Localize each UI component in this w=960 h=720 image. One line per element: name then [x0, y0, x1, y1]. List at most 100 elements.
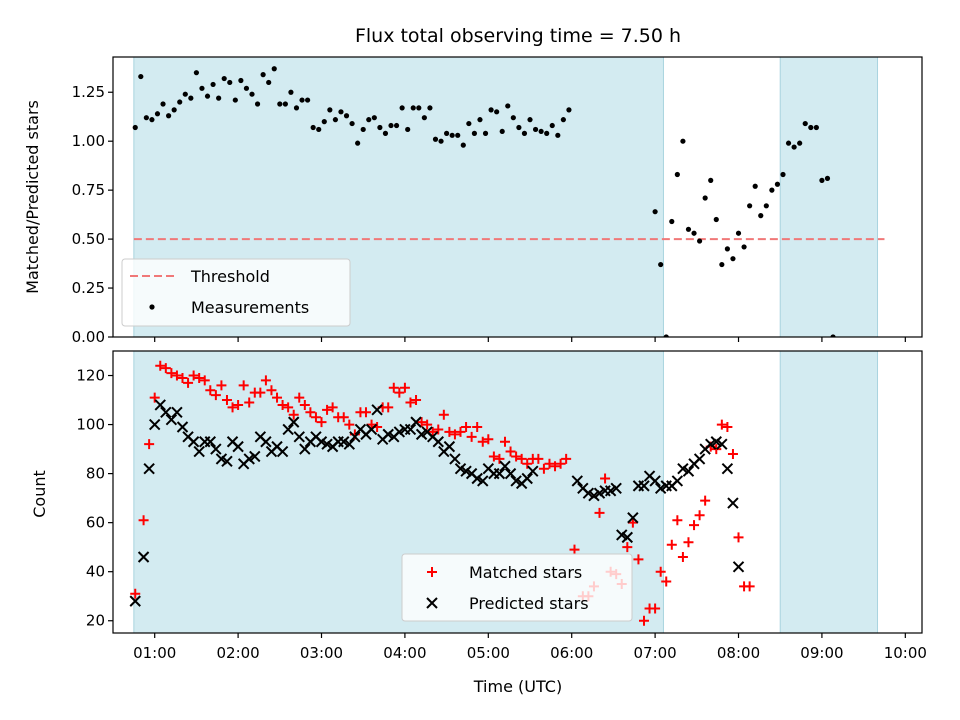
top-series-0-point-84: [680, 138, 686, 144]
top-series-0-point-30: [299, 97, 305, 103]
bottom-series-0-point-6: [166, 368, 177, 379]
bottom-series-0-point-13: [205, 385, 216, 396]
bottom-series-0-point-51: [416, 417, 427, 428]
top-legend: Threshold Measurements: [121, 258, 351, 327]
top-series-0-point-86: [691, 230, 697, 236]
bottom-legend-box: [401, 553, 633, 622]
bottom-series-0-point-101: [700, 495, 711, 506]
top-series-0-point-50: [410, 105, 416, 111]
bottom-series-0-point-35: [327, 402, 338, 413]
bottom-series-1-point-18: [232, 440, 244, 453]
bottom-series-0-point-24: [266, 385, 277, 396]
top-series-0-point-103: [785, 140, 792, 146]
bottom-series-0-point-98: [683, 537, 694, 548]
top-series-0-point-26: [277, 101, 283, 107]
top-series-0-point-71: [527, 117, 533, 123]
bottom-series-0-point-1: [138, 515, 149, 526]
top-series-0-point-106: [802, 120, 808, 127]
bottom-ytick-label-0: 20: [86, 612, 105, 630]
xtick-label-5: 06:00: [550, 644, 593, 662]
bottom-series-0-point-28: [288, 409, 299, 420]
top-series-0-point-110: [824, 175, 831, 181]
top-series-0-point-38: [343, 113, 350, 119]
top-series-0-point-44: [377, 124, 383, 131]
top-ytick-label-2: 0.50: [72, 230, 105, 248]
top-series-0-point-83: [674, 171, 680, 178]
top-series-0-point-80: [658, 261, 664, 268]
bottom-series-1-point-54: [432, 436, 444, 448]
top-series-0-point-68: [510, 115, 516, 121]
top-series-0-point-64: [488, 107, 494, 113]
top-ytick-label-1: 0.25: [72, 279, 105, 297]
bottom-series-0-point-9: [183, 377, 194, 388]
top-series-0-point-12: [199, 85, 205, 91]
bottom-series-0-point-74: [544, 458, 555, 469]
top-series-0-point-9: [182, 91, 188, 97]
bottom-series-1-point-2: [143, 462, 155, 475]
top-series-0-point-88: [702, 195, 708, 201]
top-series-0-point-49: [405, 126, 411, 133]
bottom-series-1-point-7: [171, 406, 183, 419]
bottom-series-0-point-106: [727, 448, 738, 459]
bottom-series-0-point-63: [483, 434, 494, 445]
top-series-0-point-65: [494, 109, 500, 115]
bottom-series-1-point-14: [210, 443, 222, 455]
bottom-series-1-point-99: [721, 462, 734, 475]
top-series-0-point-19: [238, 77, 244, 84]
top-series-0-point-4: [154, 111, 161, 117]
xtick-label-4: 05:00: [467, 644, 510, 662]
top-series-0-point-75: [549, 122, 555, 129]
bottom-series-1-point-50: [410, 416, 422, 428]
top-series-0-point-16: [221, 75, 227, 82]
bottom-series-1-point-72: [571, 475, 583, 487]
top-series-0-point-93: [730, 256, 736, 262]
top-series-0-point-101: [774, 181, 781, 187]
top-series-0-point-35: [327, 107, 333, 113]
top-series-0-point-55: [438, 138, 444, 144]
top-series-0-point-40: [355, 140, 361, 146]
x-axis-label: Time (UTC): [473, 677, 562, 696]
legend-predicted-label: Predicted stars: [469, 594, 589, 613]
bottom-series-0-point-69: [516, 453, 527, 464]
bottom-series-0-point-60: [466, 431, 477, 442]
top-series-0-point-77: [560, 117, 566, 123]
bottom-series-0-point-103: [711, 444, 722, 455]
bottom-series-1-point-39: [349, 431, 361, 443]
top-series-0-point-2: [143, 115, 149, 121]
xtick-label-2: 03:00: [300, 644, 343, 662]
bottom-series-0-point-4: [155, 360, 166, 371]
top-series-0-point-76: [555, 132, 561, 138]
top-series-0-point-56: [444, 130, 450, 136]
top-series-0-point-61: [471, 130, 478, 136]
top-series-0-point-63: [482, 130, 489, 136]
bottom-series-0-point-27: [283, 402, 294, 413]
bottom-series-1-point-11: [193, 445, 205, 458]
top-series-0-point-31: [305, 97, 311, 103]
top-series-0-point-41: [360, 126, 366, 133]
bottom-series-1-point-71: [527, 465, 539, 477]
bottom-series-1-point-56: [443, 440, 456, 453]
bottom-series-0-point-37: [338, 412, 349, 423]
top-series-0-point-3: [149, 117, 155, 123]
bottom-series-1-point-49: [404, 423, 417, 436]
bottom-series-1-point-70: [521, 472, 533, 485]
bottom-series-0-point-42: [366, 419, 377, 430]
bottom-series-0-point-32: [310, 412, 321, 423]
bottom-series-1-point-0: [129, 595, 141, 607]
bottom-series-1-point-94: [693, 453, 706, 465]
top-series-0-point-57: [449, 132, 455, 138]
bottom-series-0-point-57: [449, 429, 460, 440]
top-series-0-point-13: [204, 93, 211, 99]
top-series-0-point-69: [516, 124, 522, 131]
bottom-series-0-point-97: [677, 551, 688, 562]
bottom-series-0-point-48: [399, 382, 410, 393]
top-series-0-point-74: [544, 130, 550, 136]
bottom-series-0-point-25: [272, 392, 283, 403]
top-series-0-point-25: [271, 66, 277, 72]
top-series-0-point-94: [735, 230, 742, 236]
bottom-series-0-point-61: [472, 422, 483, 433]
bottom-series-0-point-52: [422, 419, 433, 430]
bottom-series-0-point-33: [316, 417, 327, 428]
top-ytick-label-3: 0.75: [72, 181, 105, 199]
